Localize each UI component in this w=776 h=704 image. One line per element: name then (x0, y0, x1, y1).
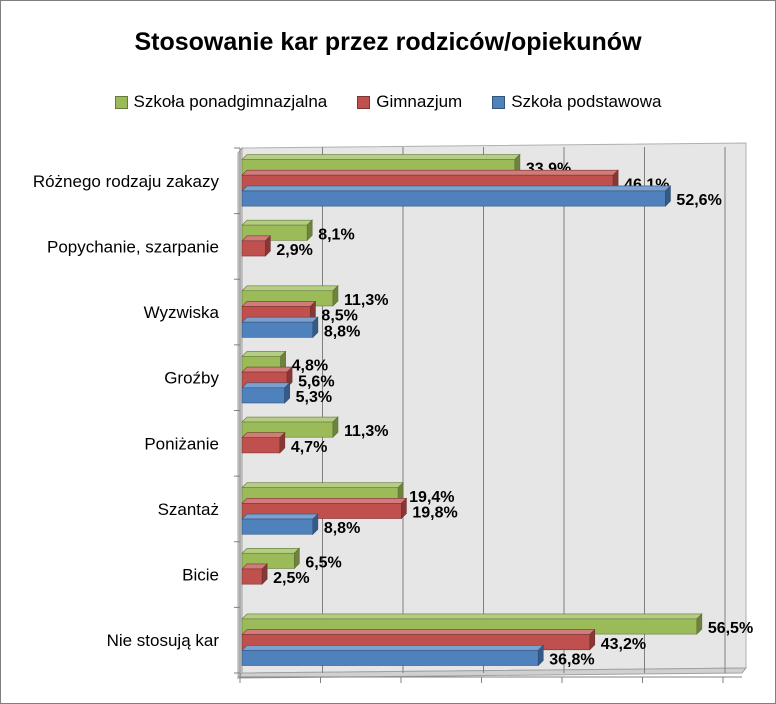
bar-gimnazjum-wyzwiska-end (310, 300, 316, 323)
value-label-gimnazjum-ponizanie: 4,7% (291, 439, 327, 456)
bar-szkola-ponadgimnazjalna-ponizanie-end (332, 416, 339, 438)
plot-back-wall (241, 142, 747, 674)
category-label-roznego-rodzaju-zakazy: Różnego rodzaju zakazy (33, 172, 220, 191)
legend-swatch-szkola-ponadgimnazjalna (114, 95, 128, 109)
value-label-szkola-podstawowa-grozby: 5,3% (296, 389, 332, 406)
bar-szkola-podstawowa-szantaz (241, 518, 314, 535)
category-label-ponizanie: Poniżanie (144, 434, 219, 453)
value-label-szkola-ponadgimnazjalna-szantaz: 19,4% (409, 489, 454, 506)
bar-szkola-ponadgimnazjalna-grozby-end (280, 350, 286, 373)
bar-szkola-podstawowa-szantaz-top (241, 513, 319, 520)
bar-gimnazjum-grozby-end (286, 366, 293, 389)
bar-szkola-podstawowa-nie-stosuja-kar-end (537, 644, 544, 667)
bar-szkola-podstawowa-roznego-rodzaju-zakazy-top (241, 185, 672, 192)
legend-entry-gimnazjum: Gimnazjum (357, 92, 462, 112)
category-label-szantaz: Szantaż (158, 500, 219, 519)
bar-szkola-podstawowa-szantaz-end (312, 513, 319, 535)
value-label-szkola-ponadgimnazjalna-grozby: 4,8% (292, 358, 328, 375)
bar-szkola-podstawowa-roznego-rodzaju-zakazy (241, 190, 666, 207)
value-label-gimnazjum-nie-stosuja-kar: 43,2% (601, 636, 646, 653)
bar-gimnazjum-ponizanie-end (279, 431, 286, 454)
bar-szkola-ponadgimnazjalna-ponizanie-top (241, 416, 339, 423)
bar-gimnazjum-ponizanie (241, 437, 281, 454)
value-label-gimnazjum-popychanie-szarpanie: 2,9% (276, 242, 312, 259)
bar-szkola-podstawowa-grozby-top (241, 382, 291, 389)
legend-entry-szkola-podstawowa: Szkoła podstawowa (492, 92, 661, 112)
value-label-szkola-podstawowa-nie-stosuja-kar: 36,8% (549, 651, 594, 668)
bar-szkola-podstawowa-grozby (241, 387, 285, 404)
category-label-wyzwiska: Wyzwiska (144, 303, 220, 322)
value-label-szkola-ponadgimnazjalna-bicie: 6,5% (305, 554, 341, 571)
value-label-gimnazjum-grozby: 5,6% (298, 373, 334, 390)
bar-szkola-podstawowa-nie-stosuja-kar-top (241, 644, 544, 651)
legend-label-szkola-podstawowa: Szkoła podstawowa (511, 92, 662, 111)
bar-szkola-ponadgimnazjalna-grozby-top (241, 351, 287, 357)
bar-gimnazjum-roznego-rodzaju-zakazy-top (241, 169, 619, 176)
bar-szkola-ponadgimnazjalna-nie-stosuja-kar-end (696, 613, 703, 635)
bar-szkola-ponadgimnazjalna-roznego-rodzaju-zakazy-top (241, 154, 521, 160)
bar-szkola-ponadgimnazjalna-szantaz-top (241, 482, 404, 488)
plot-floor (236, 667, 748, 679)
category-label-grozby: Groźby (164, 369, 219, 388)
value-label-szkola-ponadgimnazjalna-wyzwiska: 11,3% (344, 292, 388, 309)
bar-gimnazjum-ponizanie-top (241, 432, 286, 439)
bar-szkola-ponadgimnazjalna-wyzwiska-top (241, 285, 339, 292)
bar-gimnazjum-popychanie-szarpanie (241, 240, 266, 257)
bar-gimnazjum-grozby-top (241, 366, 293, 373)
value-label-gimnazjum-wyzwiska: 8,5% (321, 308, 357, 325)
bar-szkola-ponadgimnazjalna-nie-stosuja-kar-top (241, 613, 703, 620)
legend-entry-szkola-ponadgimnazjalna: Szkoła ponadgimnazjalna (114, 92, 328, 112)
category-label-nie-stosuja-kar: Nie stosują kar (107, 631, 220, 650)
value-label-gimnazjum-szantaz: 19,8% (412, 505, 457, 522)
value-label-szkola-ponadgimnazjalna-ponizanie: 11,3% (344, 423, 388, 440)
value-label-szkola-ponadgimnazjalna-popychanie-szarpanie: 8,1% (318, 226, 354, 243)
bar-gimnazjum-nie-stosuja-kar-end (589, 628, 596, 651)
bar-szkola-podstawowa-nie-stosuja-kar (241, 649, 539, 666)
chart-legend: Szkoła ponadgimnazjalna Gimnazjum Szkoła… (0, 92, 776, 112)
value-label-gimnazjum-bicie: 2,5% (273, 570, 309, 587)
bar-szkola-podstawowa-wyzwiska-top (241, 316, 319, 323)
value-label-szkola-ponadgimnazjalna-nie-stosuja-kar: 56,5% (708, 620, 753, 637)
bar-szkola-ponadgimnazjalna-popychanie-szarpanie-end (306, 219, 313, 242)
category-label-popychanie-szarpanie: Popychanie, szarpanie (47, 237, 219, 256)
chart-title: Stosowanie kar przez rodziców/opiekunów (134, 28, 642, 56)
bar-gimnazjum-wyzwiska-top (241, 301, 317, 307)
bar-szkola-podstawowa-wyzwiska (241, 321, 314, 338)
bar-gimnazjum-szantaz-top (241, 498, 408, 504)
legend-label-gimnazjum: Gimnazjum (376, 92, 463, 111)
bar-szkola-ponadgimnazjalna-wyzwiska-end (332, 285, 339, 307)
value-label-szkola-podstawowa-roznego-rodzaju-zakazy: 52,6% (676, 192, 721, 209)
bar-gimnazjum-szantaz-end (401, 497, 407, 520)
bar-szkola-podstawowa-wyzwiska-end (312, 316, 319, 339)
bar-szkola-ponadgimnazjalna-bicie-end (294, 547, 300, 570)
bar-gimnazjum-bicie-end (261, 563, 268, 585)
category-label-bicie: Bicie (182, 566, 219, 585)
bar-gimnazjum-nie-stosuja-kar-top (241, 629, 596, 635)
legend-swatch-szkola-podstawowa (492, 95, 506, 109)
bar-szkola-podstawowa-grozby-end (284, 382, 290, 404)
bar-gimnazjum-roznego-rodzaju-zakazy-end (612, 169, 619, 192)
bar-szkola-ponadgimnazjalna-bicie-top (241, 547, 301, 554)
bar-szkola-ponadgimnazjalna-roznego-rodzaju-zakazy-end (514, 153, 521, 176)
legend-swatch-gimnazjum (357, 95, 371, 109)
bar-szkola-ponadgimnazjalna-szantaz-end (397, 481, 404, 504)
bar-gimnazjum-popychanie-szarpanie-end (265, 235, 271, 257)
legend-label-szkola-ponadgimnazjalna: Szkoła ponadgimnazjalna (133, 92, 328, 111)
value-label-szkola-podstawowa-wyzwiska: 8,8% (324, 323, 360, 340)
bar-szkola-ponadgimnazjalna-popychanie-szarpanie-top (241, 219, 313, 226)
value-label-szkola-podstawowa-szantaz: 8,8% (324, 520, 360, 537)
bar-gimnazjum-bicie (241, 568, 263, 585)
bar-szkola-podstawowa-roznego-rodzaju-zakazy-end (665, 185, 671, 207)
